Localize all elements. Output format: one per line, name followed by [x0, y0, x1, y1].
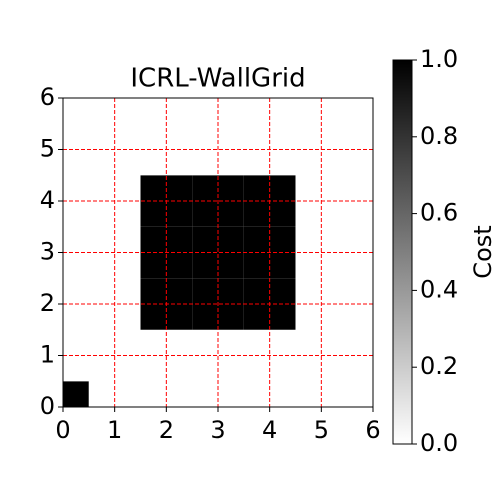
- heatmap-cell: [347, 381, 373, 407]
- y-tick-label: 1: [40, 341, 55, 369]
- chart-title: ICRL-WallGrid: [130, 64, 305, 94]
- colorbar-tick-label: 1.0: [420, 45, 458, 73]
- colorbar-tick-label: 0.0: [420, 429, 458, 457]
- colorbar-tick-label: 0.6: [420, 199, 458, 227]
- y-tick-label: 5: [40, 135, 55, 163]
- colorbar: [392, 59, 413, 445]
- y-tick-label: 2: [40, 289, 55, 317]
- y-tick-label: 0: [40, 392, 55, 420]
- colorbar-tick-label: 0.8: [420, 122, 458, 150]
- x-tick-label: 5: [314, 416, 329, 444]
- x-tick-label: 3: [210, 416, 225, 444]
- y-tick-label: 6: [40, 83, 55, 111]
- heatmap-cell: [63, 381, 89, 407]
- heatmap-cell: [192, 226, 244, 279]
- x-tick-label: 1: [107, 416, 122, 444]
- heatmap-cell: [192, 329, 244, 382]
- heatmap-cell: [63, 98, 89, 124]
- colorbar-tick-label: 0.4: [420, 275, 458, 303]
- colorbar-tick-label: 0.2: [420, 352, 458, 380]
- x-tick-label: 4: [262, 416, 277, 444]
- heatmap-cells: [63, 98, 373, 407]
- y-tick-label: 3: [40, 238, 55, 266]
- x-tick-label: 6: [365, 416, 380, 444]
- colorbar-label: Cost: [469, 225, 497, 278]
- y-tick-label: 4: [40, 186, 55, 214]
- x-tick-label: 2: [159, 416, 174, 444]
- heatmap-cell: [347, 98, 373, 124]
- x-tick-label: 0: [55, 416, 70, 444]
